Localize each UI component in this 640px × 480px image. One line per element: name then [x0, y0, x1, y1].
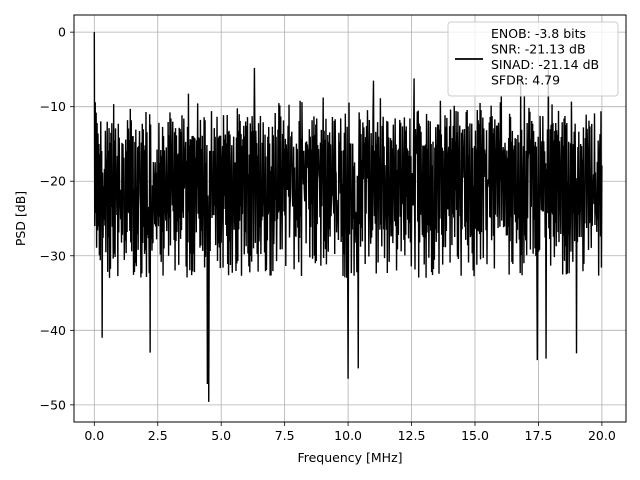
x-tick-label: 15.0 [461, 428, 489, 443]
legend-entry: SNR: -21.13 dB [491, 42, 586, 57]
y-axis-ticks: 0 −10 −20 −30 −40 −50 [40, 25, 74, 412]
y-tick-label: −20 [40, 174, 66, 189]
x-axis-label: Frequency [MHz] [297, 450, 402, 465]
y-tick-label: 0 [58, 25, 66, 40]
x-tick-label: 20.0 [588, 428, 616, 443]
legend: ENOB: -3.8 bits SNR: -21.13 dB SINAD: -2… [447, 21, 619, 97]
legend-entry: SINAD: -21.14 dB [491, 57, 599, 72]
legend-entry: ENOB: -3.8 bits [491, 26, 586, 41]
x-axis-ticks: 0.0 2.5 5.0 7.5 10.0 12.5 15.0 17.5 20.0 [84, 422, 616, 443]
axes-frame [73, 14, 627, 423]
y-tick-label: −30 [40, 248, 66, 263]
x-tick-label: 12.5 [398, 428, 426, 443]
psd-series [93, 32, 603, 402]
x-tick-label: 10.0 [334, 428, 362, 443]
y-tick-label: −50 [40, 397, 66, 412]
x-tick-label: 7.5 [275, 428, 295, 443]
x-tick-label: 17.5 [525, 428, 553, 443]
x-tick-label: 2.5 [148, 428, 168, 443]
x-tick-label: 0.0 [84, 428, 104, 443]
legend-entry: SFDR: 4.79 [491, 73, 560, 88]
y-tick-label: −10 [40, 99, 66, 114]
psd-series-line [93, 32, 603, 402]
legend-box [447, 21, 619, 97]
y-tick-label: −40 [40, 323, 66, 338]
x-tick-label: 5.0 [211, 428, 231, 443]
y-axis-label: PSD [dB] [13, 191, 28, 246]
